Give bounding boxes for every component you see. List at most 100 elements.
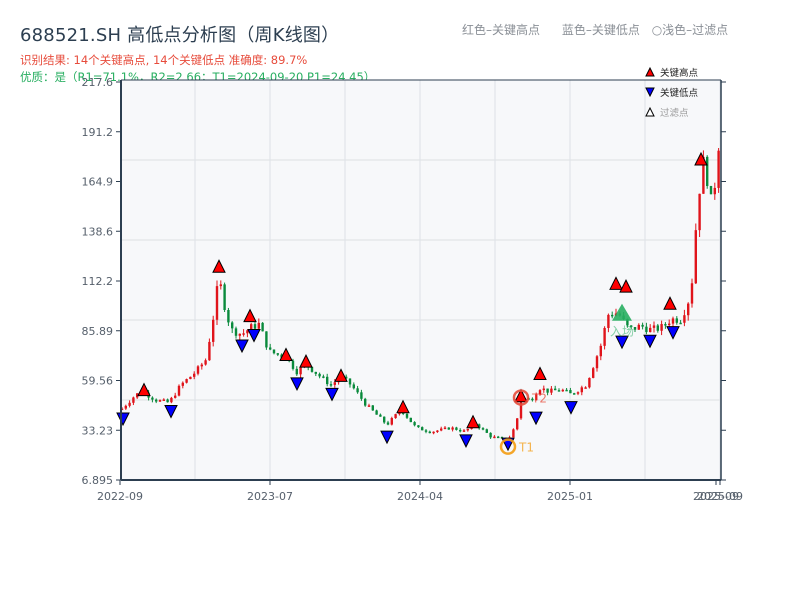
entry-label: 入场 <box>610 325 634 339</box>
candle-up <box>717 150 720 188</box>
legend-label: 关键高点 <box>660 67 699 79</box>
candle-down <box>478 424 481 429</box>
candle-up <box>246 330 249 334</box>
candle-down <box>318 373 321 377</box>
candle-up <box>440 428 443 431</box>
candle-up <box>443 427 447 430</box>
candle-up <box>580 387 583 393</box>
candle-up <box>451 427 454 430</box>
candle-down <box>497 436 500 439</box>
candle-down <box>565 389 568 392</box>
candle-down <box>231 322 234 329</box>
candle-down <box>554 388 557 391</box>
candle-down <box>295 368 298 375</box>
candle-down <box>329 384 333 386</box>
candle-up <box>713 187 716 195</box>
y-tick-label: 6.895 <box>82 474 114 487</box>
legend-red-high: 红色–关键高点 <box>462 23 541 37</box>
key-high-marker <box>212 259 226 273</box>
y-tick-label: 112.2 <box>82 275 114 288</box>
candle-up <box>535 394 538 401</box>
x-tick-label: 2025-09 <box>697 490 743 503</box>
candle-up <box>204 360 207 365</box>
candle-up <box>196 366 200 374</box>
key-low-marker <box>643 334 657 349</box>
candle-down <box>166 399 169 403</box>
key-high-marker <box>279 347 293 362</box>
candle-down <box>489 432 492 438</box>
candle-down <box>356 388 359 393</box>
candle-down <box>314 371 317 374</box>
candle-down <box>405 413 409 418</box>
candle-down <box>675 318 678 323</box>
candle-down <box>409 417 412 423</box>
legend-label: 关键低点 <box>660 87 699 99</box>
candle-down <box>352 384 355 389</box>
candle-up <box>432 431 435 434</box>
candle-up <box>333 382 336 385</box>
candle-down <box>424 430 428 432</box>
candle-down <box>345 376 348 379</box>
candle-up <box>299 367 302 375</box>
candle-up <box>683 315 686 323</box>
candle-up <box>649 327 652 333</box>
key-high-marker <box>466 414 480 429</box>
candle-up <box>493 436 496 439</box>
candle-down <box>379 414 382 417</box>
candle-down <box>641 324 644 327</box>
candle-up <box>394 414 397 419</box>
key-low-marker <box>666 326 680 340</box>
candle-up <box>637 324 640 330</box>
candle-up <box>702 156 705 194</box>
candle-down <box>706 156 709 186</box>
candle-down <box>269 347 272 350</box>
candle-up <box>189 376 192 380</box>
axes: 217.6 191.2 164.9 138.6 112.2 85.89 59.56 33.23… <box>82 76 743 503</box>
candle-up <box>588 377 591 388</box>
key-low-marker <box>290 377 304 392</box>
key-low-marker <box>615 335 629 350</box>
candle-down <box>573 393 576 395</box>
candle-down <box>386 422 390 425</box>
key-high-marker <box>619 279 633 293</box>
candle-down <box>481 428 485 430</box>
key-high-marker <box>609 276 623 290</box>
candle-down <box>360 392 363 399</box>
candle-down <box>531 398 534 401</box>
candle-down <box>234 328 238 336</box>
x-tick-label: 2022-09 <box>97 490 143 503</box>
candle-down <box>557 390 561 392</box>
candle-up <box>250 324 253 331</box>
candle-up <box>660 324 663 331</box>
candle-up <box>603 327 606 346</box>
candle-up <box>584 387 587 389</box>
candle-up <box>257 322 260 329</box>
candle-down <box>276 353 279 355</box>
candle-down <box>421 427 424 431</box>
candle-up <box>170 397 173 403</box>
candle-up <box>652 325 656 328</box>
y-tick-label: 59.56 <box>82 375 114 388</box>
candle-up <box>177 385 181 396</box>
candle-down <box>569 390 572 394</box>
y-tick-label: 138.6 <box>82 225 114 238</box>
candle-down <box>272 349 276 354</box>
y-tick-label: 33.23 <box>82 424 114 437</box>
key-high-marker <box>334 368 348 382</box>
candle-down <box>417 425 420 428</box>
key-low-marker <box>564 401 578 415</box>
plot-area <box>121 80 721 480</box>
candle-down <box>326 376 329 385</box>
key-high-marker <box>533 366 547 380</box>
candle-up <box>561 389 564 392</box>
candle-up <box>132 397 135 403</box>
candle-down <box>253 324 257 329</box>
candle-up <box>690 283 694 304</box>
candles <box>120 148 720 442</box>
candle-up <box>212 319 215 342</box>
key-point-markers <box>116 151 708 452</box>
key-high-marker <box>299 354 313 368</box>
y-tick-label: 164.9 <box>82 176 114 189</box>
candle-down <box>280 354 283 358</box>
